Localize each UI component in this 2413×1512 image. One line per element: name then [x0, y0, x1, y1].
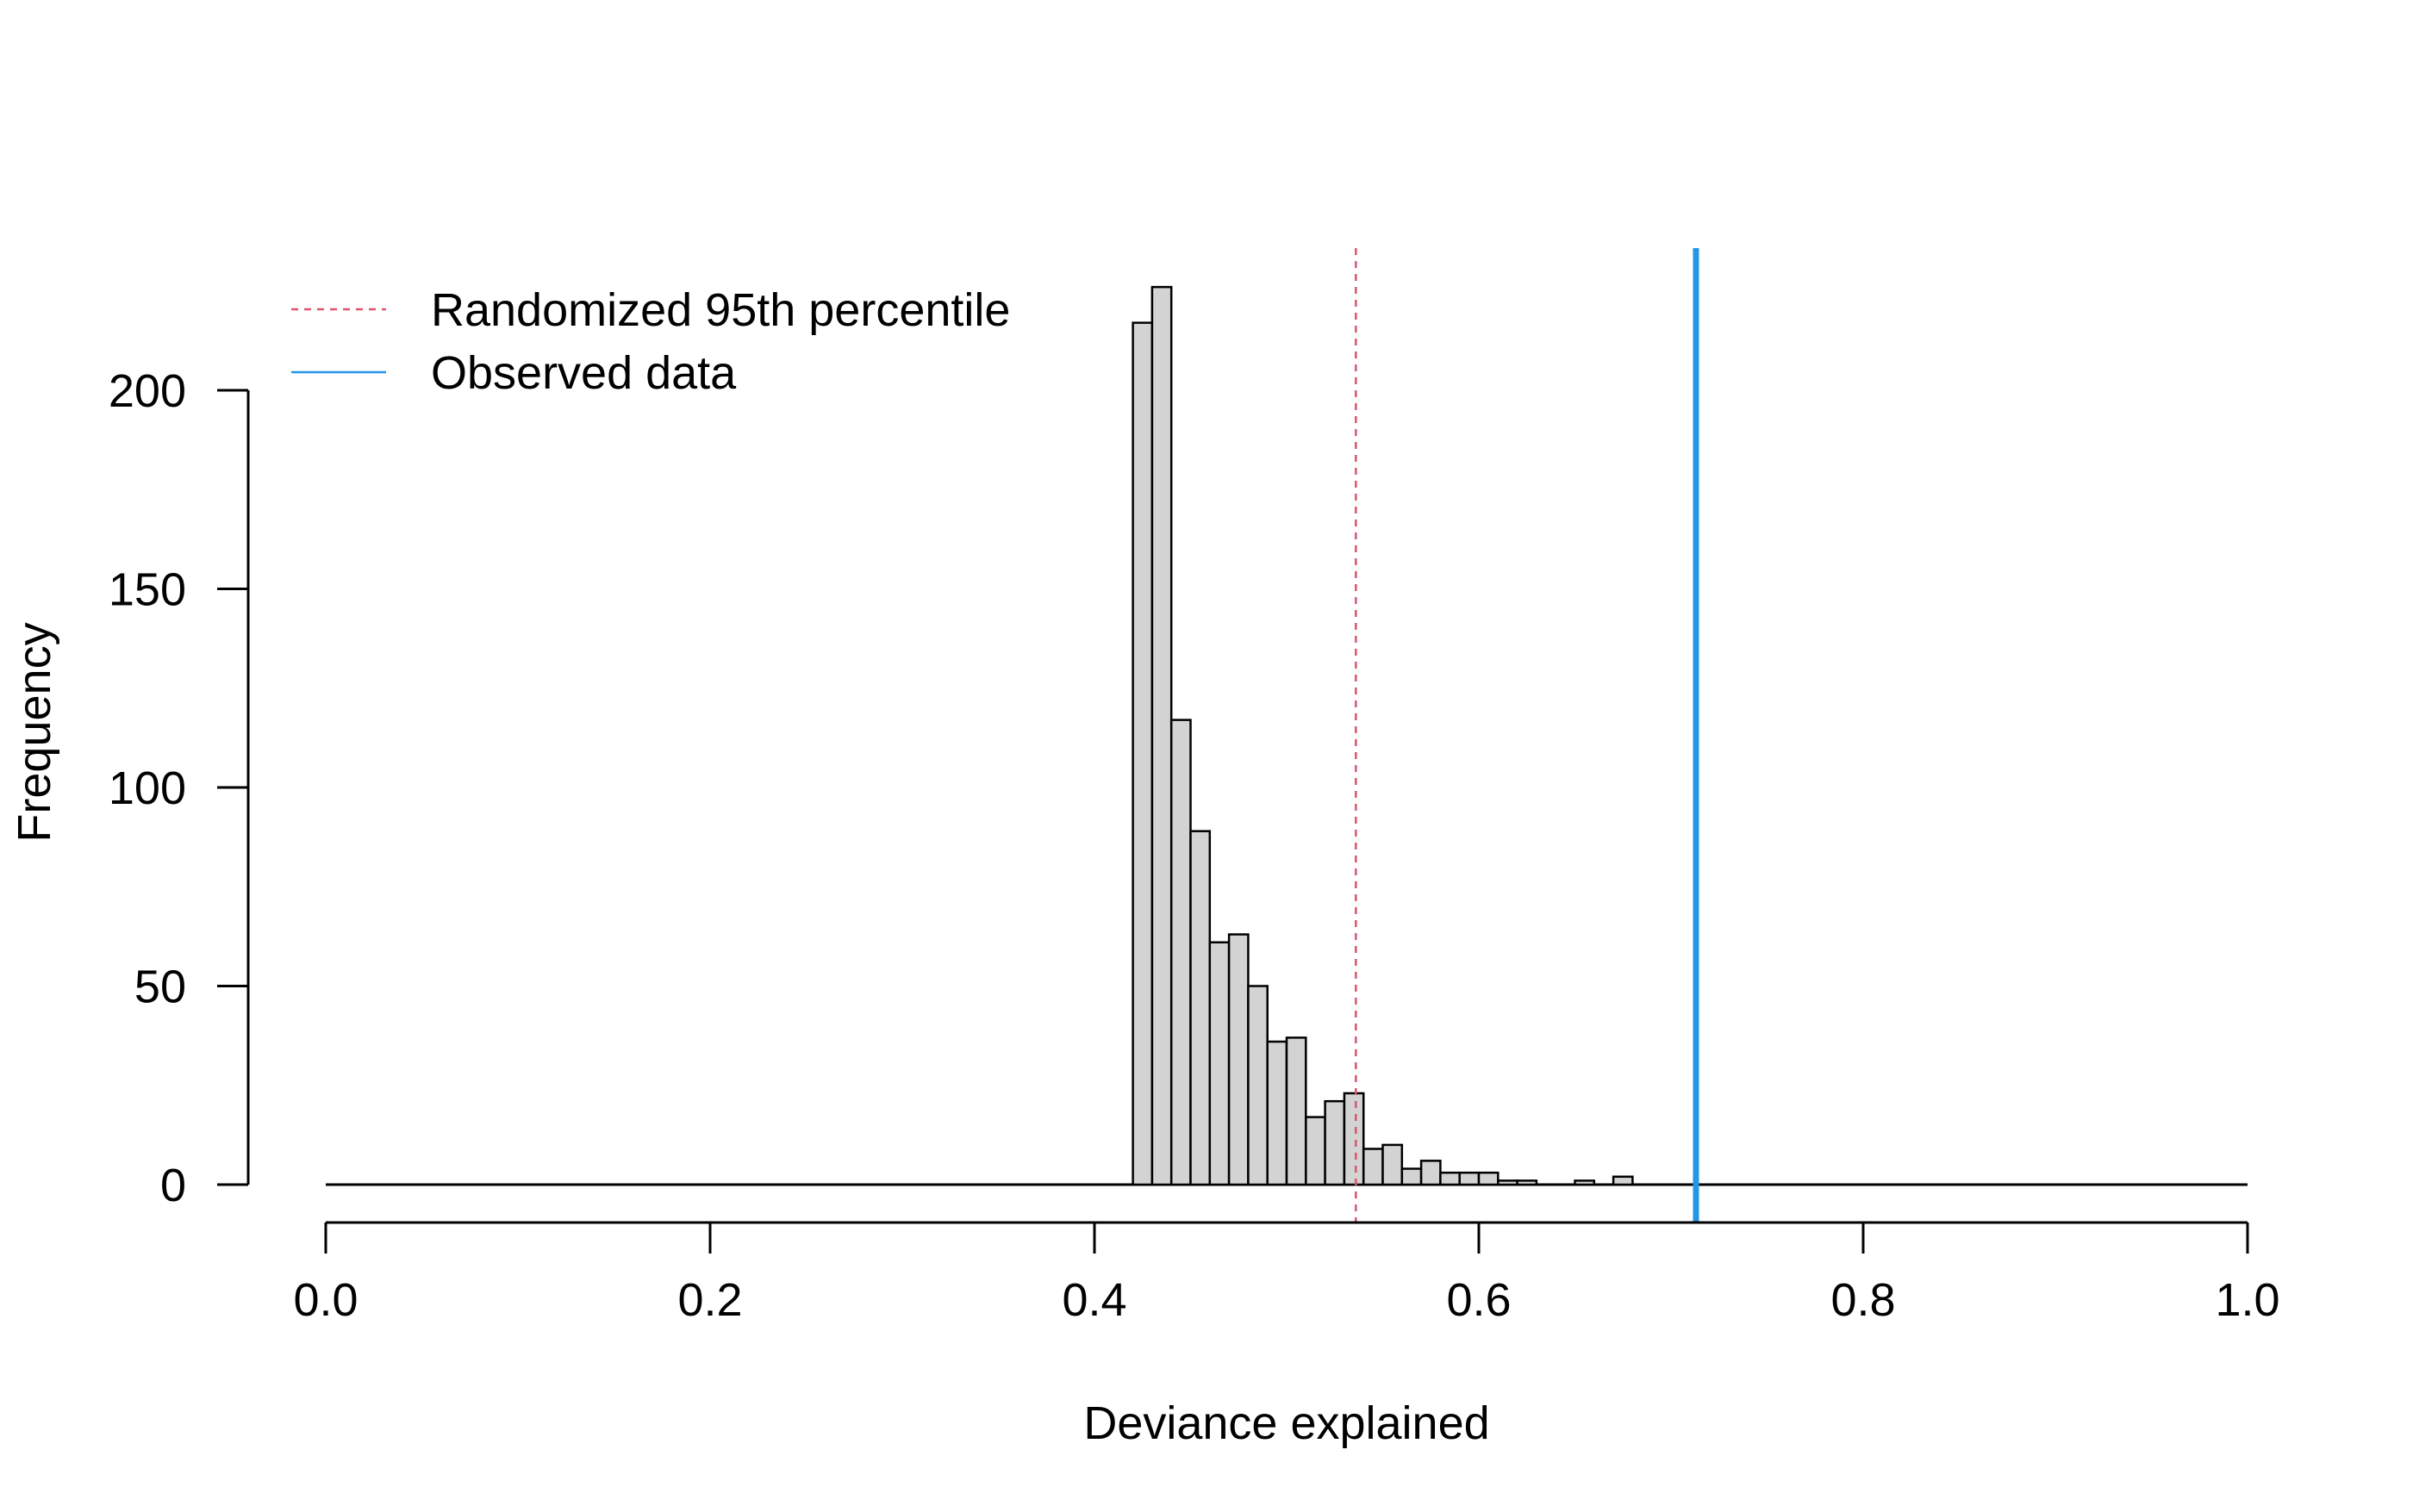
histogram-bar: [1132, 321, 1154, 1186]
x-tick-label: 0.2: [677, 1274, 742, 1326]
histogram-bar: [1381, 1143, 1404, 1186]
x-tick-label: 0.8: [1830, 1274, 1895, 1326]
y-tick-label: 150: [109, 564, 186, 616]
histogram-bar: [1227, 933, 1250, 1186]
histogram-bar: [1247, 985, 1269, 1186]
histogram-bar: [1169, 719, 1192, 1186]
histogram-bar: [1343, 1092, 1365, 1186]
histogram-bar: [1189, 830, 1212, 1186]
x-axis-label: Deviance explained: [1083, 1397, 1489, 1449]
histogram-bar: [1266, 1040, 1288, 1186]
histogram-bar: [1208, 941, 1231, 1186]
histogram-bar: [1477, 1171, 1500, 1186]
histogram-bar: [1285, 1036, 1307, 1186]
histogram-bar: [1400, 1167, 1423, 1186]
y-axis-label: Frequency: [9, 622, 60, 842]
legend: Randomized 95th percentile Observed data: [291, 284, 1010, 399]
histogram-bar: [1150, 285, 1173, 1186]
histogram-bar: [1419, 1160, 1442, 1186]
axes: 0.0 0.2 0.4 0.6 0.8 1.0 0 50 100 150 200: [109, 365, 2280, 1326]
y-tick-label: 0: [160, 1160, 186, 1211]
histogram-bar: [1458, 1171, 1481, 1186]
y-tick-label: 200: [109, 365, 186, 417]
x-tick-label: 0.4: [1062, 1274, 1126, 1326]
y-tick-label: 100: [109, 762, 186, 814]
x-tick-label: 0.6: [1446, 1274, 1511, 1326]
histogram-bar: [1497, 1179, 1518, 1186]
legend-label: Observed data: [431, 347, 737, 399]
reference-lines: [1355, 248, 1699, 1223]
x-tick-label: 0.0: [293, 1274, 358, 1326]
histogram-bar: [1516, 1179, 1538, 1186]
histogram-bar: [1362, 1148, 1384, 1186]
y-tick-label: 50: [134, 961, 186, 1013]
histogram-bar: [1439, 1171, 1461, 1186]
histogram-bar: [1324, 1099, 1346, 1186]
histogram-bar: [1305, 1116, 1326, 1186]
histogram-bar: [1574, 1179, 1596, 1186]
histogram-bar: [1612, 1175, 1634, 1186]
x-tick-label: 1.0: [2215, 1274, 2279, 1326]
histogram-bars: [326, 285, 2248, 1186]
legend-label: Randomized 95th percentile: [431, 284, 1010, 336]
